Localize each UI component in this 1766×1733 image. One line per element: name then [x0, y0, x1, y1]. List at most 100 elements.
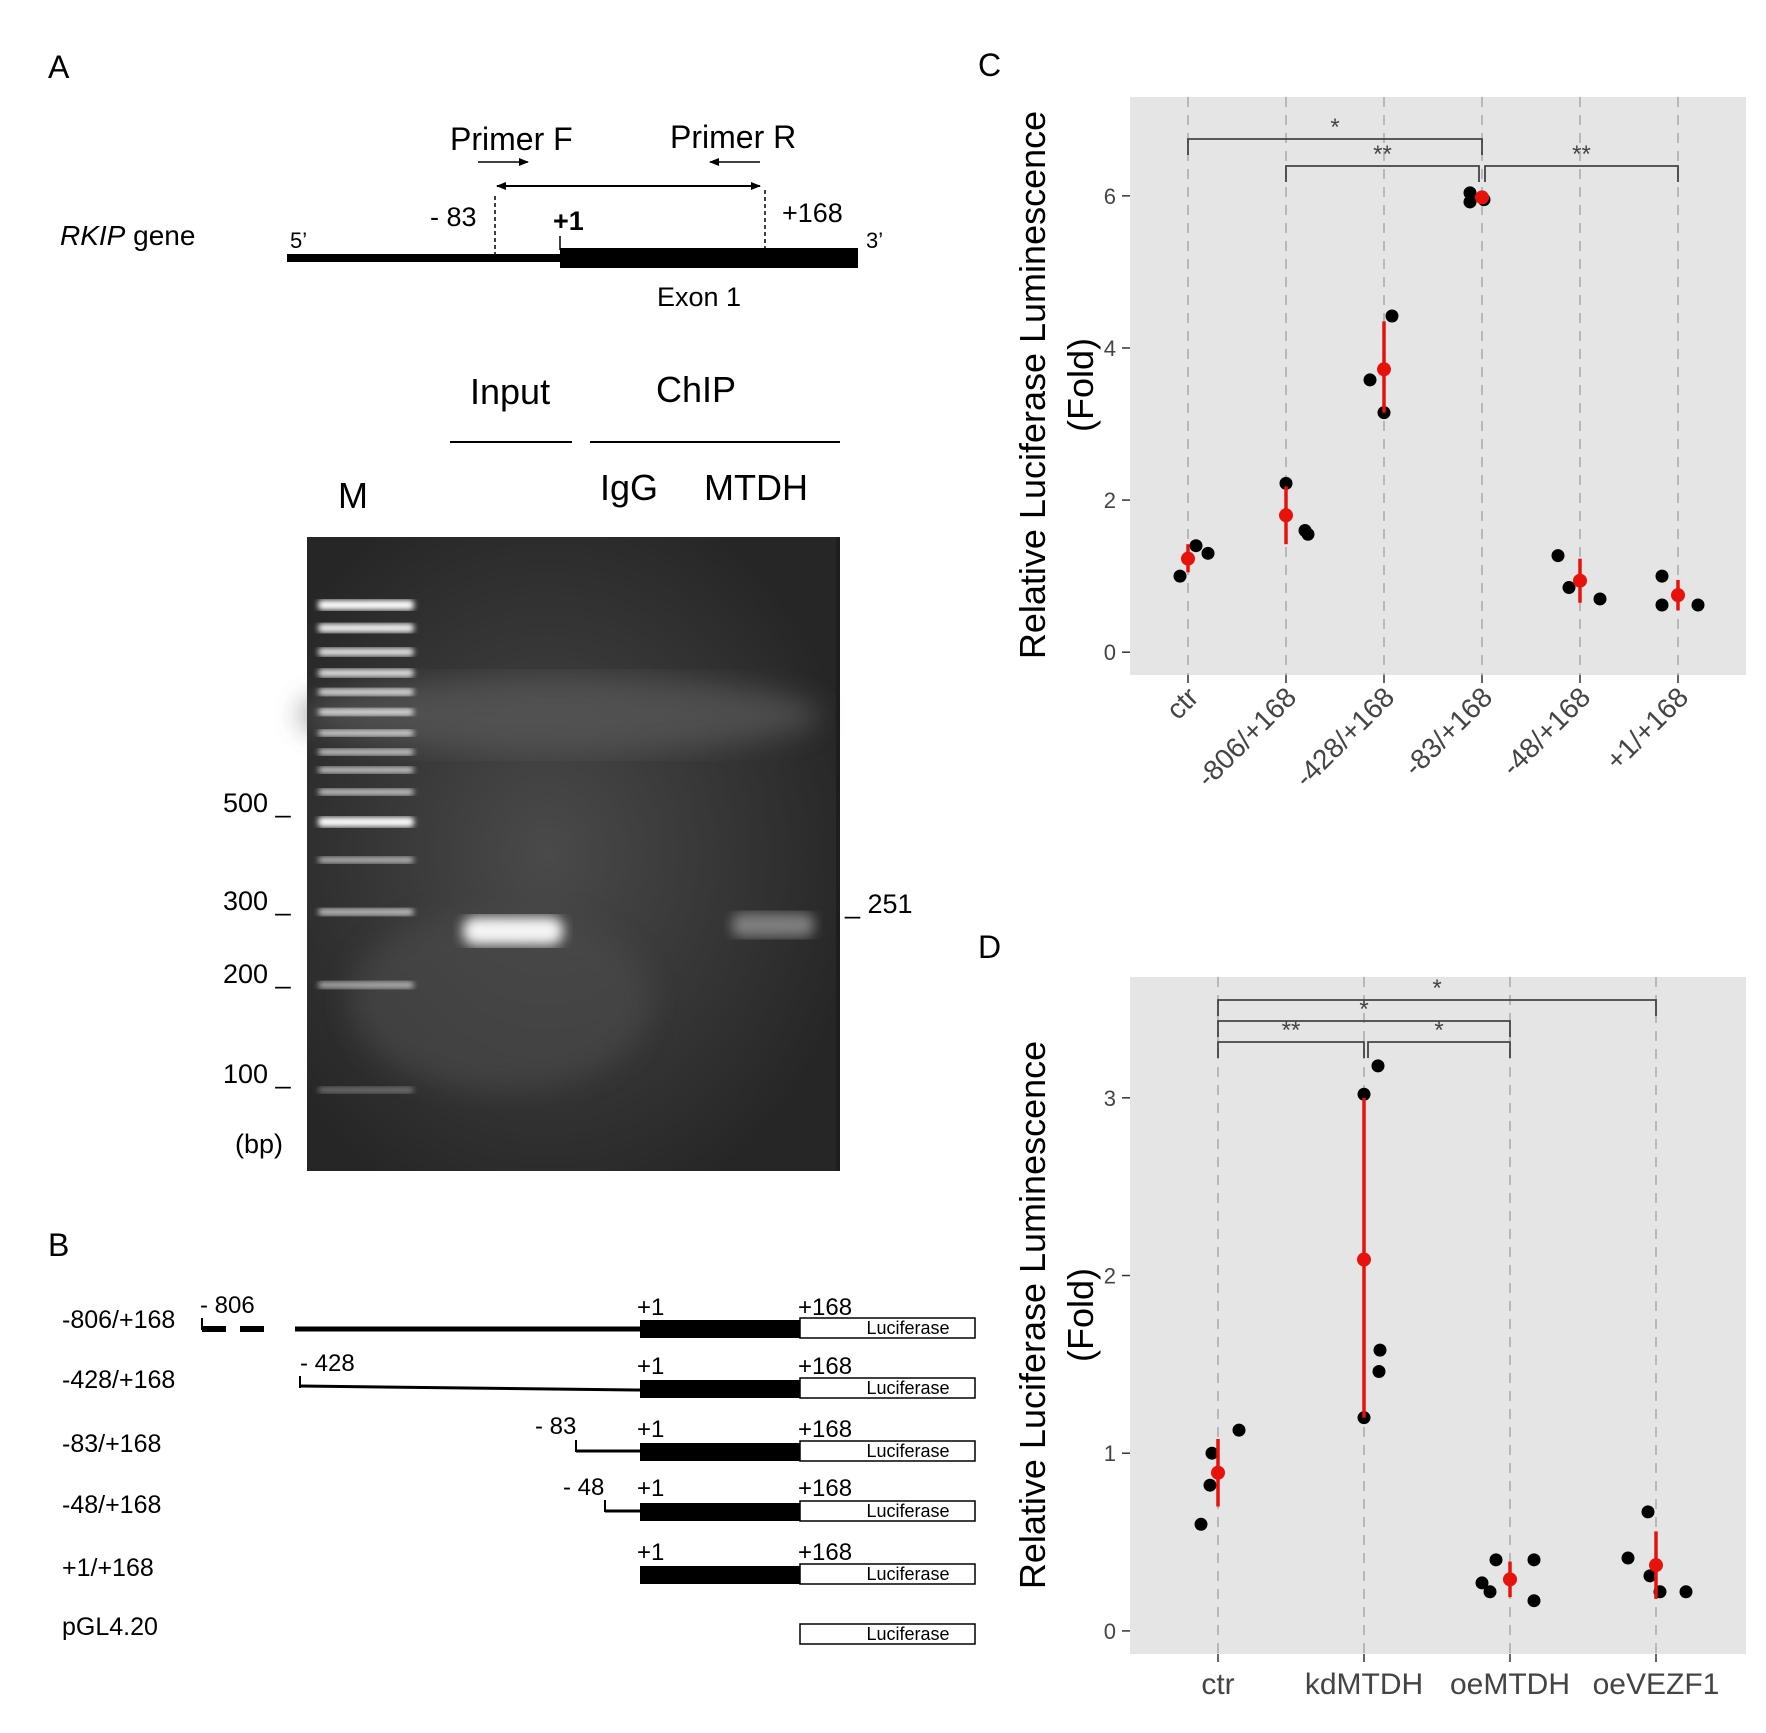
mean-point [1279, 508, 1293, 523]
construct-end: +168 [798, 1294, 852, 1321]
luciferase-box [799, 1377, 976, 1399]
data-point [1463, 195, 1477, 209]
data-point [1373, 1343, 1387, 1357]
data-point [1205, 1446, 1219, 1460]
chart-c-ylabel-line1: Relative Luciferase Luminescence [1012, 111, 1053, 659]
significance-label: ** [1572, 141, 1591, 168]
gene-name-suffix: gene [125, 220, 195, 251]
construct-name: -428/+168 [62, 1366, 175, 1394]
data-point [1203, 1478, 1217, 1492]
ladder-band [318, 981, 414, 989]
y-tick-label: 3 [1104, 1086, 1116, 1111]
pos-plus1: +1 [553, 206, 584, 236]
data-point [1279, 476, 1293, 490]
construct-name: pGL4.20 [62, 1613, 158, 1641]
luciferase-label: Luciferase [866, 1441, 949, 1461]
panel-label-b: B [48, 1227, 69, 1263]
construct-exon [640, 1503, 800, 1521]
luciferase-box [799, 1563, 976, 1585]
data-point [1189, 539, 1203, 553]
chart-c-ylabel-line2: (Fold) [1060, 338, 1101, 432]
construct-name: -83/+168 [62, 1430, 161, 1458]
pos-plus168: +168 [782, 198, 843, 228]
luciferase-box [799, 1500, 976, 1522]
x-tick-label: -83/+168 [1398, 681, 1499, 782]
ladder-band [318, 708, 414, 716]
construct-row: -83/+168 - 83 +1 +168 Luciferase [62, 1413, 976, 1462]
luciferase-label: Luciferase [866, 1624, 949, 1644]
gel-edge [836, 537, 840, 1171]
significance-bracket [1217, 1041, 1365, 1058]
significance-bracket [1217, 999, 1657, 1016]
ladder-band [318, 789, 414, 795]
x-tick-label: oeVEZF1 [1593, 1668, 1720, 1701]
construct-end: +168 [798, 1475, 852, 1502]
mtdh-label: MTDH [704, 467, 808, 508]
y-tick-label: 1 [1104, 1441, 1116, 1466]
ladder-band [318, 908, 414, 916]
y-tick-label: 2 [1104, 1264, 1116, 1289]
data-point [1679, 1585, 1693, 1599]
mean-point [1649, 1558, 1663, 1573]
ladder-band [318, 1087, 414, 1093]
data-point [1194, 1517, 1208, 1531]
ladder-band [318, 688, 414, 696]
pos-minus83: - 83 [430, 202, 477, 232]
ladder-band [318, 600, 414, 610]
data-point [1593, 592, 1607, 606]
x-tick-label: -48/+168 [1496, 681, 1597, 782]
data-point [1621, 1551, 1635, 1565]
ladder-band [318, 623, 414, 633]
data-point [1173, 569, 1187, 583]
ladder-band [318, 767, 414, 773]
significance-label: * [1330, 114, 1339, 141]
data-point [1527, 1553, 1541, 1567]
gene-name: RKIP gene [60, 220, 195, 251]
size-label-300: 300 _ [223, 886, 292, 916]
data-point [1301, 527, 1315, 541]
significance-bracket [1285, 165, 1480, 182]
data-point [1232, 1423, 1246, 1437]
panel-label-d: D [978, 929, 1001, 965]
data-point [1363, 373, 1377, 387]
significance-label: * [1432, 975, 1441, 1002]
chart-d-ylabel-line1: Relative Luciferase Luminescence [1012, 1041, 1053, 1589]
construct-plus1: +1 [637, 1353, 664, 1380]
y-tick-label: 6 [1104, 184, 1116, 209]
construct-start: - 428 [300, 1350, 355, 1377]
construct-exon [640, 1380, 800, 1398]
significance-label: ** [1282, 1017, 1301, 1044]
ladder-band [318, 749, 414, 755]
data-point [1643, 1569, 1657, 1583]
construct-start: - 83 [535, 1413, 576, 1440]
gene-diagram: RKIP gene 5’ 3’ - 83 +1 +168 Primer F Pr… [60, 119, 883, 312]
three-prime-label: 3’ [866, 228, 883, 253]
luciferase-label: Luciferase [866, 1564, 949, 1584]
band-size-label: _ 251 [844, 889, 913, 919]
x-tick-label: kdMTDH [1305, 1668, 1423, 1701]
promoter-line [287, 254, 562, 262]
data-point [1372, 1364, 1386, 1378]
construct-row: -48/+168 - 48 +1 +168 Luciferase [62, 1474, 976, 1522]
mean-point [1671, 588, 1685, 603]
construct-exon [640, 1320, 800, 1338]
primer-f-label: Primer F [450, 121, 573, 157]
data-point [1691, 598, 1705, 612]
significance-bracket [1187, 138, 1483, 155]
luciferase-box [799, 1317, 976, 1339]
significance-label: * [1434, 1017, 1443, 1044]
chart-c: Relative Luciferase Luminescence (Fold) … [1012, 97, 1746, 793]
construct-exon [640, 1443, 800, 1461]
mean-point [1181, 551, 1195, 566]
construct-start: - 806 [200, 1292, 255, 1319]
chip-label: ChIP [656, 369, 736, 410]
five-prime-label: 5’ [290, 228, 307, 253]
input-band [463, 917, 563, 945]
y-tick-label: 4 [1104, 336, 1116, 361]
gel-image [300, 537, 840, 1171]
significance-label: * [1359, 996, 1368, 1023]
panel-label-c: C [978, 47, 1001, 83]
size-label-500: 500 _ [223, 788, 292, 818]
panel-label-a: A [48, 49, 70, 85]
data-point [1371, 1059, 1385, 1073]
